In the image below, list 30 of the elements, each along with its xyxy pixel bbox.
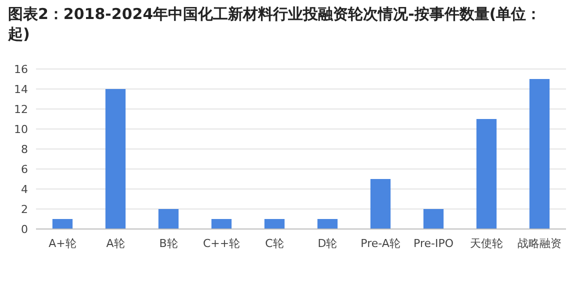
y-tick-label: 6 <box>21 163 28 176</box>
y-tick-label: 8 <box>21 143 28 156</box>
bar <box>211 219 232 229</box>
y-tick-label: 2 <box>21 203 28 216</box>
bar <box>105 89 126 229</box>
bar <box>476 119 497 229</box>
y-tick-label: 0 <box>21 223 28 236</box>
x-tick-label: D轮 <box>318 237 338 250</box>
bar <box>317 219 338 229</box>
y-tick-label: 10 <box>14 123 28 136</box>
bar <box>423 209 444 229</box>
x-tick-label: Pre-IPO <box>414 237 454 250</box>
bar <box>529 79 550 229</box>
x-tick-label: B轮 <box>159 237 178 250</box>
x-tick-label: 战略融资 <box>518 237 562 250</box>
y-tick-label: 4 <box>21 183 28 196</box>
x-tick-label: C++轮 <box>202 237 240 250</box>
chart-title: 图表2：2018-2024年中国化工新材料行业投融资轮次情况-按事件数量(单位：起) <box>8 4 542 44</box>
x-tick-label: A+轮 <box>48 237 76 250</box>
y-tick-label: 12 <box>14 103 28 116</box>
bar <box>264 219 285 229</box>
bar <box>52 219 73 229</box>
y-tick-label: 16 <box>14 63 28 76</box>
x-tick-label: 天使轮 <box>470 237 503 250</box>
x-tick-label: A轮 <box>106 237 125 250</box>
y-tick-label: 14 <box>14 83 28 96</box>
bar <box>158 209 179 229</box>
bar <box>370 179 391 229</box>
x-tick-label: C轮 <box>265 237 284 250</box>
x-tick-label: Pre-A轮 <box>360 237 400 250</box>
